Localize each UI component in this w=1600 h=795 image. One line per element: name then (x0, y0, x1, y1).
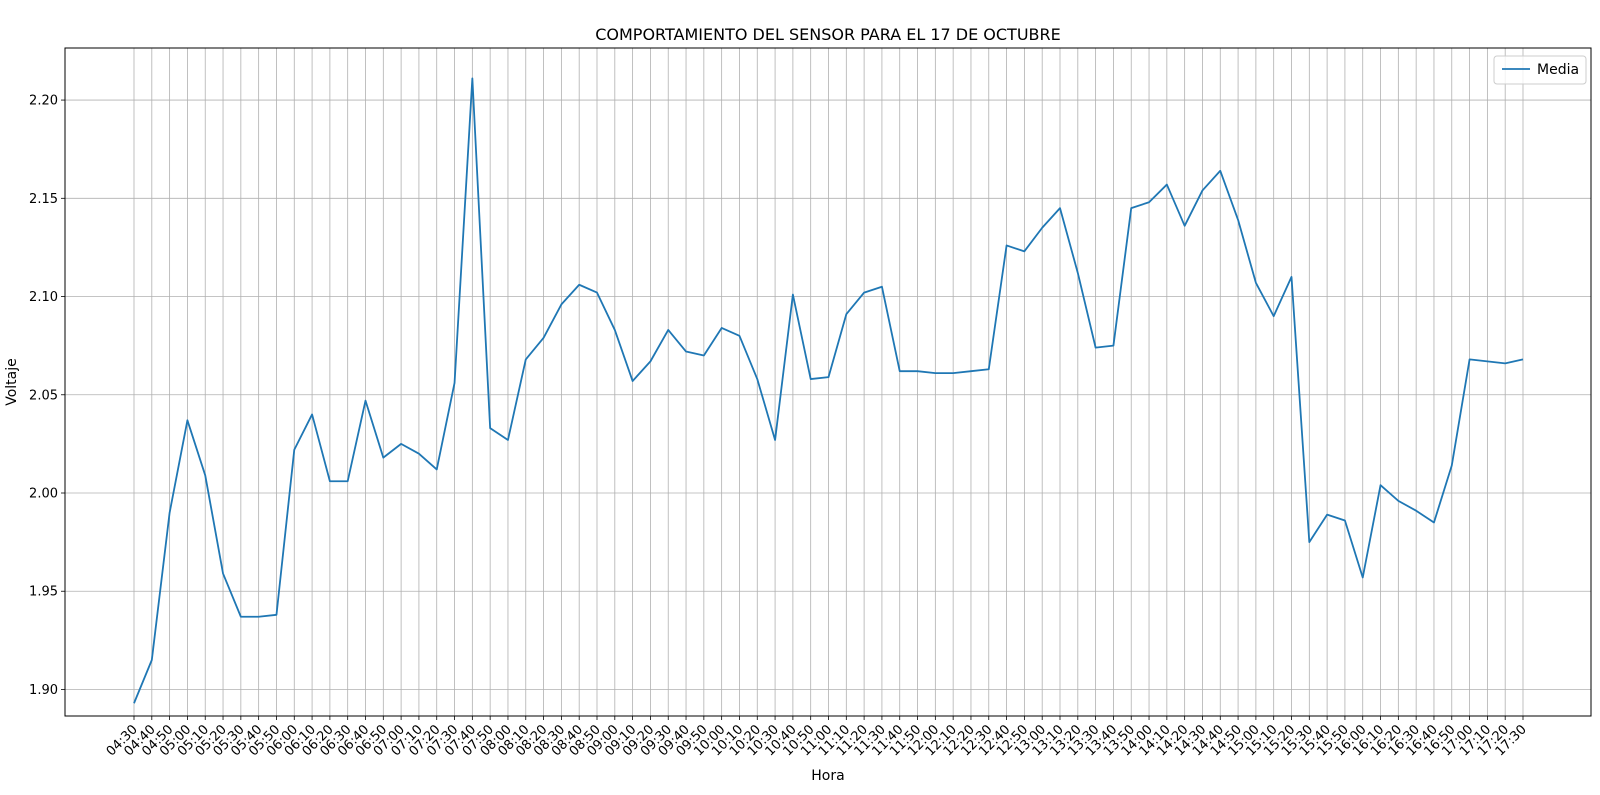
data-point (881, 286, 883, 288)
data-point (275, 614, 277, 616)
data-point (186, 419, 188, 421)
data-point (614, 329, 616, 331)
data-point (1486, 360, 1488, 362)
data-point (1148, 201, 1150, 203)
data-point (1344, 519, 1346, 521)
data-point (329, 480, 331, 482)
chart-title: COMPORTAMIENTO DEL SENSOR PARA EL 17 DE … (595, 25, 1061, 44)
data-point (863, 291, 865, 293)
data-point (685, 350, 687, 352)
ticks-layer: 04:3004:4004:5005:0005:1005:2005:3005:40… (29, 94, 1530, 760)
data-point (542, 337, 544, 339)
data-point (436, 468, 438, 470)
data-point (809, 378, 811, 380)
data-point (916, 370, 918, 372)
data-point (1041, 227, 1043, 229)
data-point (364, 399, 366, 401)
data-point (970, 370, 972, 372)
y-tick-label: 2.10 (29, 290, 58, 305)
x-axis-title: Hora (811, 768, 844, 784)
data-point (1201, 189, 1203, 191)
data-point (1077, 272, 1079, 274)
data-point (1094, 346, 1096, 348)
data-point (453, 382, 455, 384)
data-point (720, 327, 722, 329)
data-point (667, 329, 669, 331)
data-point (827, 376, 829, 378)
data-point (756, 378, 758, 380)
data-point (293, 449, 295, 451)
data-point (222, 572, 224, 574)
data-point (168, 511, 170, 513)
data-point (1290, 276, 1292, 278)
data-point (1308, 541, 1310, 543)
data-point (525, 358, 527, 360)
y-tick-label: 2.20 (29, 94, 58, 109)
legend-box (1493, 55, 1587, 85)
data-point (418, 453, 420, 455)
data-point (1183, 225, 1185, 227)
plot-frame (64, 47, 1592, 717)
data-point (1166, 183, 1168, 185)
data-point (1379, 484, 1381, 486)
data-point (1023, 250, 1025, 252)
data-point (1272, 315, 1274, 317)
data-point (1130, 207, 1132, 209)
data-point (1451, 464, 1453, 466)
data-point (133, 702, 135, 704)
y-axis-title: Voltaje (4, 358, 20, 406)
data-point (1005, 244, 1007, 246)
data-point (1504, 362, 1506, 364)
data-point (578, 284, 580, 286)
data-point (631, 380, 633, 382)
legend-label-media: Media (1537, 62, 1579, 78)
data-point (471, 77, 473, 79)
y-tick-label: 2.00 (29, 487, 58, 502)
grid-layer (65, 48, 1591, 716)
data-point (1433, 521, 1435, 523)
data-point (988, 368, 990, 370)
series-layer (133, 77, 1524, 704)
data-point (240, 616, 242, 618)
data-point (400, 443, 402, 445)
data-point (560, 303, 562, 305)
data-point (1059, 207, 1061, 209)
y-tick-label: 1.95 (29, 585, 58, 600)
data-point (1397, 500, 1399, 502)
data-point (649, 360, 651, 362)
data-point (1362, 576, 1364, 578)
data-point (738, 335, 740, 337)
data-point (899, 370, 901, 372)
data-point (1237, 219, 1239, 221)
data-point (774, 439, 776, 441)
data-point (1468, 358, 1470, 360)
y-tick-label: 2.05 (29, 388, 58, 403)
data-point (1415, 509, 1417, 511)
data-point (1219, 170, 1221, 172)
data-point (952, 372, 954, 374)
series-line-media (133, 77, 1524, 704)
data-point (596, 291, 598, 293)
data-point (151, 659, 153, 661)
data-point (346, 480, 348, 482)
data-point (382, 456, 384, 458)
data-point (507, 439, 509, 441)
y-tick-label: 2.15 (29, 192, 58, 207)
data-point (1326, 513, 1328, 515)
data-point (934, 372, 936, 374)
y-tick-label: 1.90 (29, 683, 58, 698)
data-point (1255, 282, 1257, 284)
data-point (489, 427, 491, 429)
data-point (703, 354, 705, 356)
data-point (792, 293, 794, 295)
data-point (845, 313, 847, 315)
data-point (1112, 344, 1114, 346)
data-point (257, 616, 259, 618)
data-point (311, 413, 313, 415)
legend: Media (1493, 55, 1587, 85)
data-point (1522, 358, 1524, 360)
data-point (204, 474, 206, 476)
